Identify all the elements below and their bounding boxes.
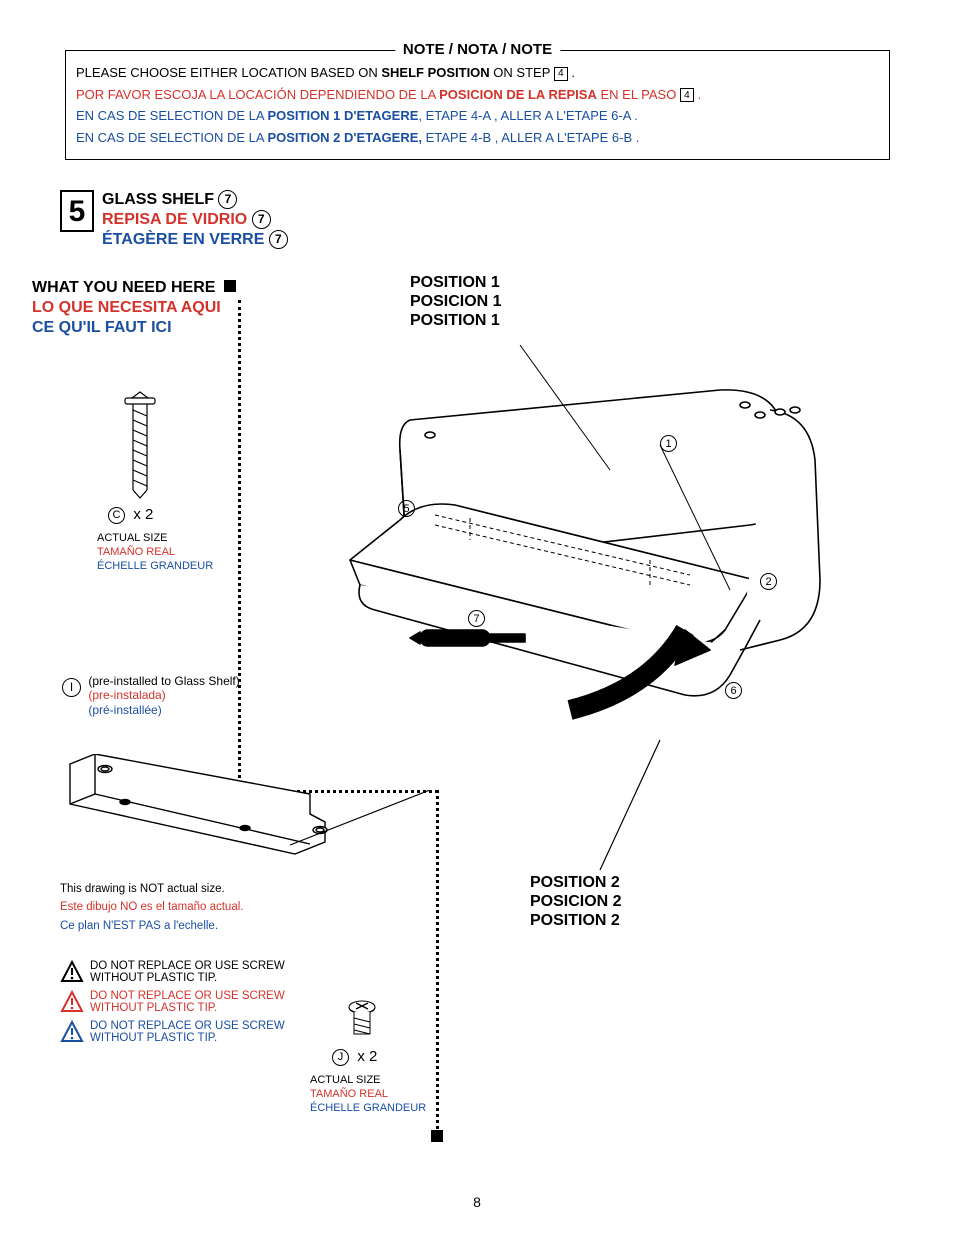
callout-6: 6 [725,682,742,699]
pos1-en: POSITION 1 [410,273,502,292]
warn-text: DO NOT REPLACE OR USE SCREW WITHOUT PLAS… [90,990,310,1014]
text-bold: POSICION DE LA REPISA [439,87,597,102]
pos2-es: POSICION 2 [530,892,622,911]
pos1-es: POSICION 1 [410,292,502,311]
note-title: NOTE / NOTA / NOTE [395,41,560,58]
text: . [568,65,575,80]
warning-icon [60,1020,84,1044]
screw-j-icon [342,1000,382,1042]
as-fr: ÉCHELLE GRANDEUR [310,1102,426,1116]
title-en: GLASS SHELF [102,191,218,208]
bn-fr: Ce plan N'EST PAS a l'echelle. [60,917,243,935]
marker-icon [224,280,236,292]
text-bold: SHELF POSITION [381,65,489,80]
text-bold: POSITION 2 D'ETAGERE, [267,130,422,145]
text: . [631,108,638,123]
part-qty: x 2 [357,1048,377,1065]
warning-icon [60,990,84,1014]
step-ref-box: 4 [680,88,694,102]
part-letter: I [62,678,81,697]
wn-fr: CE QU'IL FAUT ICI [32,318,236,338]
warn-row-en: DO NOT REPLACE OR USE SCREW WITHOUT PLAS… [60,960,310,984]
marker-icon [431,1130,443,1142]
as-es: TAMAÑO REAL [310,1088,426,1102]
wn-en: WHAT YOU NEED HERE [32,279,215,296]
note-line-fr1: EN CAS DE SELECTION DE LA POSITION 1 D'E… [76,106,879,126]
part-letter: J [332,1049,349,1066]
part-j-label: J x 2 [332,1048,377,1066]
part-ref: 7 [218,190,237,209]
callout-2: 2 [760,573,777,590]
actual-size-note-2: ACTUAL SIZE TAMAÑO REAL ÉCHELLE GRANDEUR [310,1074,426,1115]
text: , ALLER A L'ETAPE [491,130,612,145]
step-ref-box: 4 [554,67,568,81]
step-title: GLASS SHELF 7 REPISA DE VIDRIO 7 ÉTAGÈRE… [102,190,288,250]
assembly-figure [290,330,850,780]
text-bold: POSITION 1 D'ETAGERE [267,108,418,123]
part-ref: 7 [252,210,271,229]
part-qty: x 2 [133,506,153,523]
text: ON STEP [490,65,554,80]
note-line-fr2: EN CAS DE SELECTION DE LA POSITION 2 D'E… [76,128,879,148]
part-letter: C [108,507,125,524]
text: PLEASE CHOOSE EITHER LOCATION BASED ON [76,65,381,80]
warning-icon [60,960,84,984]
warn-text: DO NOT REPLACE OR USE SCREW WITHOUT PLAS… [90,960,310,984]
as-fr: ÉCHELLE GRANDEUR [97,560,213,574]
text: ETAPE [422,130,471,145]
as-en: ACTUAL SIZE [310,1074,426,1088]
as-es: TAMAÑO REAL [97,546,213,560]
callout-1: 1 [660,435,677,452]
warning-block: DO NOT REPLACE OR USE SCREW WITHOUT PLAS… [60,960,310,1050]
leader-line [500,720,720,880]
page-number: 8 [473,1194,481,1210]
pos2-fr: POSITION 2 [530,911,622,930]
pos1-fr: POSITION 1 [410,311,502,330]
part-ref: 7 [269,230,288,249]
text: , ALLER A L'ETAPE [490,108,611,123]
step-number-box: 5 [60,190,94,232]
bracket-scale-note: This drawing is NOT actual size. Este di… [60,880,243,935]
leader-line [280,790,460,910]
screw-c-icon [115,390,165,500]
wn-es: LO QUE NECESITA AQUI [32,298,236,318]
as-en: ACTUAL SIZE [97,532,213,546]
pi-es: (pre-instalada) [88,688,239,702]
text: EN EL PASO [597,87,680,102]
callout-7: 7 [468,610,485,627]
part-c-label: C x 2 [108,506,153,524]
text: 4-B [471,130,491,145]
what-you-need: WHAT YOU NEED HERE LO QUE NECESITA AQUI … [32,278,236,338]
title-es: REPISA DE VIDRIO [102,211,252,228]
note-line-en: PLEASE CHOOSE EITHER LOCATION BASED ON S… [76,63,879,83]
text: , ETAPE [418,108,471,123]
part-i-label: I (pre-installed to Glass Shelf) (pre-in… [62,674,240,717]
text: 4-A [471,108,491,123]
actual-size-note: ACTUAL SIZE TAMAÑO REAL ÉCHELLE GRANDEUR [97,532,213,573]
text: . [632,130,639,145]
text: EN CAS DE SELECTION DE LA [76,130,267,145]
bn-en: This drawing is NOT actual size. [60,880,243,898]
warn-row-es: DO NOT REPLACE OR USE SCREW WITHOUT PLAS… [60,990,310,1014]
position-2-label: POSITION 2 POSICION 2 POSITION 2 [530,873,622,931]
text: POR FAVOR ESCOJA LA LOCACIÓN DEPENDIENDO… [76,87,439,102]
text: 6-B [612,130,632,145]
note-line-es: POR FAVOR ESCOJA LA LOCACIÓN DEPENDIENDO… [76,85,879,105]
bn-es: Este dibujo NO es el tamaño actual. [60,898,243,916]
pi-en: (pre-installed to Glass Shelf) [88,674,239,688]
warn-text: DO NOT REPLACE OR USE SCREW WITHOUT PLAS… [90,1020,310,1044]
title-fr: ÉTAGÈRE EN VERRE [102,231,269,248]
text: EN CAS DE SELECTION DE LA [76,108,267,123]
text: . [694,87,701,102]
text: 6-A [611,108,631,123]
callout-5: 5 [398,500,415,517]
warn-row-fr: DO NOT REPLACE OR USE SCREW WITHOUT PLAS… [60,1020,310,1044]
pi-fr: (pré-installée) [88,703,239,717]
note-box: NOTE / NOTA / NOTE PLEASE CHOOSE EITHER … [65,50,890,160]
position-1-label: POSITION 1 POSICION 1 POSITION 1 [410,273,502,331]
